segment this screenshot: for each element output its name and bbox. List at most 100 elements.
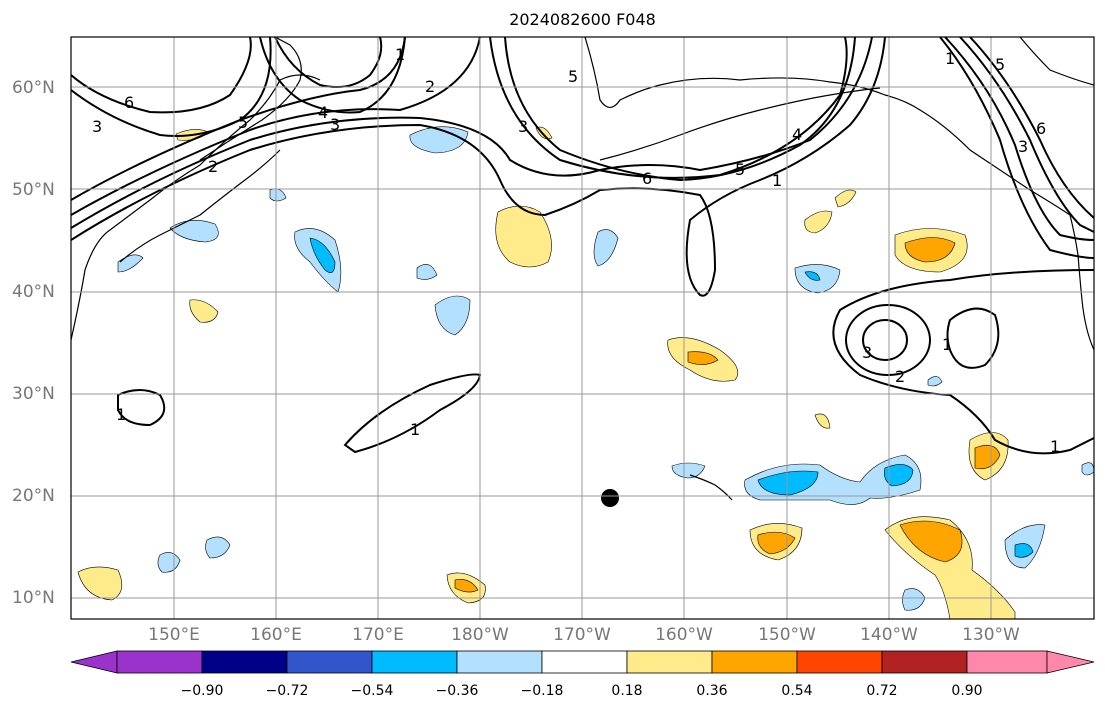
lon-label-140W: 140°W <box>860 625 918 645</box>
lat-label-40N: 40°N <box>12 282 55 302</box>
lon-label-160E: 160°E <box>250 625 302 645</box>
colorbar-swatch <box>541 650 628 674</box>
lat-label-60N: 60°N <box>12 78 55 98</box>
lon-label-150W: 150°W <box>758 625 816 645</box>
contour-label: 1 <box>1050 437 1060 456</box>
contour-line <box>845 304 931 376</box>
coastline-pacific-nw <box>1019 37 1094 86</box>
positive-anomaly-region <box>77 566 123 601</box>
contour-line <box>71 37 873 229</box>
colorbar-tick-label: 0.54 <box>781 683 813 699</box>
contour-line <box>71 37 252 114</box>
colorbar-tick-label: −0.72 <box>265 683 309 699</box>
contour-label: 3 <box>518 117 528 136</box>
negative-anomaly-region <box>593 229 619 267</box>
negative-anomaly-region <box>205 536 231 559</box>
contour-line <box>71 37 481 216</box>
contour-line <box>944 37 1094 241</box>
negative-anomaly-region <box>1081 462 1094 476</box>
map-title: 2024082600 F048 <box>509 10 656 29</box>
lat-label-10N: 10°N <box>12 588 55 608</box>
colorbar-swatch <box>286 650 373 674</box>
colorbar-tick-label: −0.54 <box>350 683 394 699</box>
contour-line <box>862 319 908 361</box>
contour-line <box>259 37 406 114</box>
negative-anomaly-region <box>169 220 219 243</box>
colorbar-swatch <box>116 650 203 674</box>
negative-anomaly-region <box>804 271 821 281</box>
positive-anomaly-region <box>757 531 796 555</box>
colorbar-swatch <box>456 650 543 674</box>
lat-label-30N: 30°N <box>12 384 55 404</box>
contour-line <box>939 37 1094 259</box>
negative-anomaly-region <box>416 263 438 280</box>
contour-label: 3 <box>92 117 102 136</box>
lon-label-150E: 150°E <box>148 625 200 645</box>
lon-label-130W: 130°W <box>962 625 1020 645</box>
coastline-japan-kurils <box>119 149 281 263</box>
contour-label: 1 <box>116 405 126 424</box>
contour-line <box>71 37 406 201</box>
contour-line <box>71 37 272 137</box>
positive-anomaly-region <box>904 237 956 263</box>
contour-label: 2 <box>208 157 218 176</box>
coastline-north-america <box>1069 214 1094 351</box>
negative-anomaly-region <box>309 237 336 273</box>
negative-anomaly-region <box>757 470 819 496</box>
contour-label: 6 <box>1036 119 1046 138</box>
negative-anomaly-region <box>902 588 926 611</box>
colorbar-tick-label: −0.36 <box>435 683 479 699</box>
coastline-hawaii <box>689 474 733 501</box>
contour-label: 3 <box>330 115 340 134</box>
contour-line <box>117 389 166 427</box>
positive-anomaly-region <box>974 444 1001 469</box>
contour-label: 6 <box>642 169 652 188</box>
contour-label: 3 <box>862 343 872 362</box>
contour-label: 5 <box>568 67 578 86</box>
colorbar-tick-label: 0.36 <box>696 683 728 699</box>
negative-anomaly-region <box>884 464 914 487</box>
negative-anomaly-region <box>1014 543 1034 558</box>
contour-label: 2 <box>895 367 905 386</box>
positive-anomaly-region <box>834 189 857 208</box>
colorbar-swatch <box>711 650 798 674</box>
contour-line <box>832 269 1094 455</box>
positive-anomaly-region <box>687 351 719 365</box>
contour-label: 1 <box>772 171 782 190</box>
contour-label: 5 <box>735 160 745 179</box>
lon-label-170E: 170°E <box>352 625 404 645</box>
contour-label: 1 <box>942 335 952 354</box>
colorbar-swatch <box>796 650 883 674</box>
contour-label: 1 <box>945 49 955 68</box>
lon-label-180W: 180°W <box>451 625 509 645</box>
contour-label: 4 <box>792 125 802 144</box>
coastline-alaska <box>584 37 1071 216</box>
contour-line <box>959 37 1094 233</box>
plot-frame <box>70 36 1095 620</box>
lat-label-50N: 50°N <box>12 180 55 200</box>
contour-label: 1 <box>410 420 420 439</box>
colorbar-tick-label: 0.72 <box>866 683 898 699</box>
contour-line <box>274 37 383 88</box>
negative-anomaly-region <box>434 295 471 336</box>
positive-anomaly-region <box>189 299 219 323</box>
contour-label: 6 <box>124 93 134 112</box>
coastline-east-asia <box>71 74 321 341</box>
gridlines <box>71 37 1094 619</box>
lon-label-170W: 170°W <box>553 625 611 645</box>
colorbar-extend-low <box>70 650 118 674</box>
colorbar-extend-high <box>1046 650 1095 674</box>
coastline-kamchatka <box>199 37 302 161</box>
location-marker <box>601 489 619 507</box>
contour-label: 5 <box>238 113 248 132</box>
lat-label-20N: 20°N <box>12 486 55 506</box>
negative-anomaly-region <box>671 462 706 479</box>
colorbar-swatch <box>966 650 1048 674</box>
lon-label-160W: 160°W <box>655 625 713 645</box>
colorbar-swatch <box>626 650 713 674</box>
positive-anomaly-region <box>804 210 833 234</box>
positive-anomaly-region <box>454 579 479 593</box>
colorbar-tick-label: −0.90 <box>180 683 224 699</box>
contour-line <box>504 37 856 182</box>
